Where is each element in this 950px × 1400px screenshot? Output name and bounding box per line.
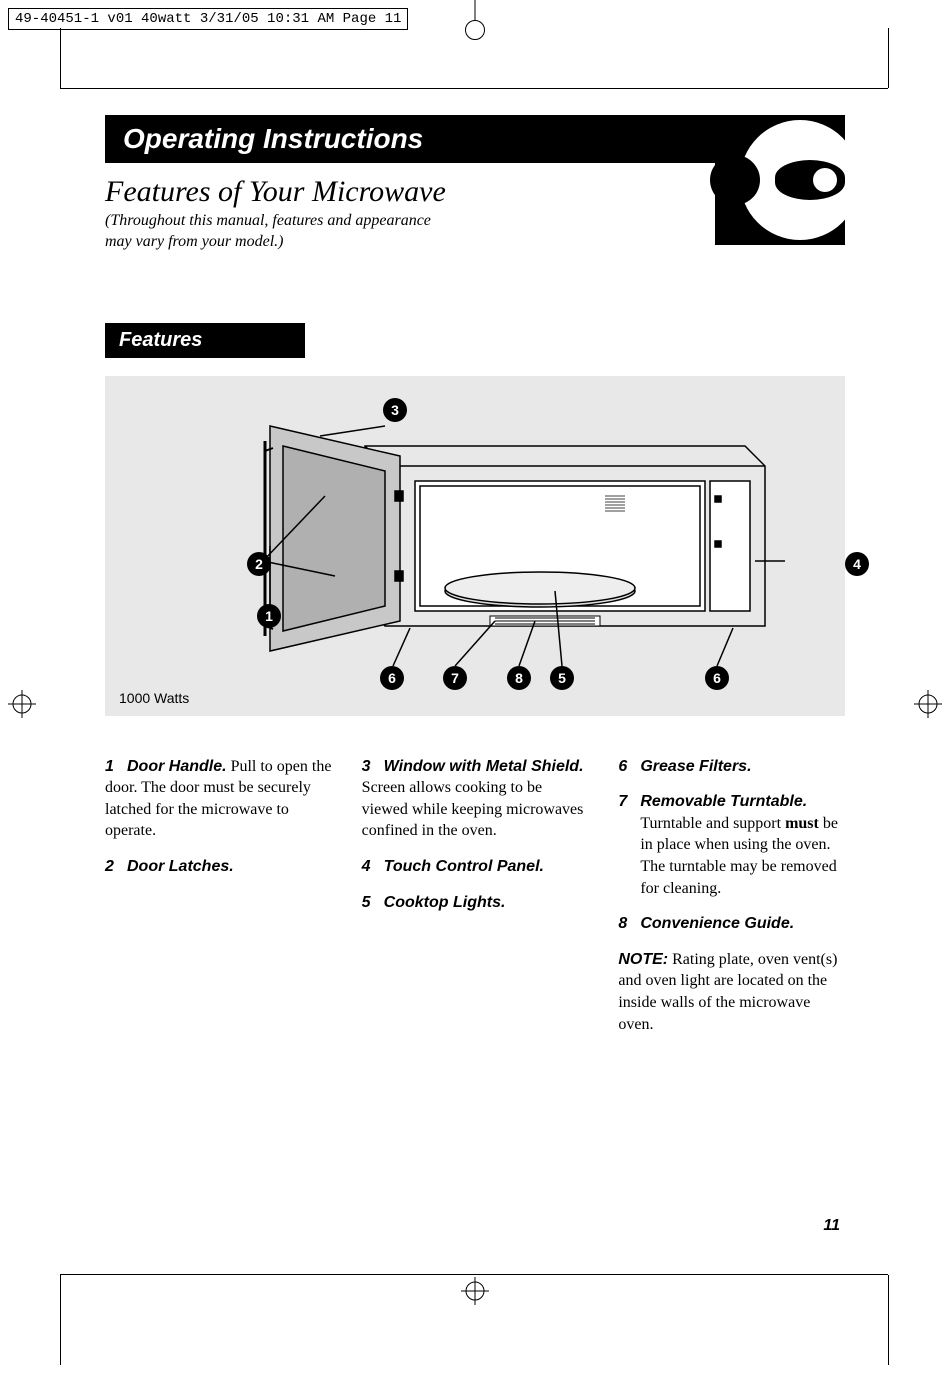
feature-body: Screen allows cooking to be viewed while…: [362, 779, 584, 839]
microwave-illustration: [185, 396, 785, 676]
feature-num: 3: [362, 756, 380, 778]
registration-mark-icon: [8, 690, 36, 718]
column-1: 1 Door Handle. Pull to open the door. Th…: [105, 756, 332, 1050]
feature-columns: 1 Door Handle. Pull to open the door. Th…: [105, 756, 845, 1050]
diagram-callout: 1: [257, 604, 281, 628]
page-number: 11: [823, 1217, 840, 1235]
registration-mark-icon: [914, 690, 942, 718]
diagram-callout: 5: [550, 666, 574, 690]
note-label: NOTE:: [618, 951, 668, 968]
feature-4: 4 Touch Control Panel.: [362, 856, 589, 878]
feature-num: 6: [618, 756, 636, 778]
frame-line: [888, 1275, 889, 1365]
print-header-text: 49-40451-1 v01 40watt 3/31/05 10:31 AM P…: [8, 8, 408, 30]
feature-num: 7: [618, 791, 636, 813]
frame-line: [60, 28, 61, 88]
feature-title: Convenience Guide.: [640, 915, 794, 932]
feature-7: 7 Removable Turntable. Turntable and sup…: [618, 791, 845, 899]
feature-title: Door Handle.: [127, 758, 227, 775]
feature-title: Window with Metal Shield.: [384, 758, 584, 775]
watts-label: 1000 Watts: [119, 690, 189, 706]
feature-title: Touch Control Panel.: [384, 858, 544, 875]
feature-num: 5: [362, 892, 380, 914]
feature-num: 8: [618, 913, 636, 935]
feature-2: 2 Door Latches.: [105, 856, 332, 878]
note: NOTE: Rating plate, oven vent(s) and ove…: [618, 949, 845, 1035]
subtitle-note-line1: (Throughout this manual, features and ap…: [105, 212, 431, 229]
frame-line: [60, 1274, 888, 1275]
microwave-diagram: 1000 Watts 321467856: [105, 376, 845, 716]
subtitle-note-line2: may vary from your model.): [105, 233, 283, 250]
feature-num: 4: [362, 856, 380, 878]
crop-circle: [465, 20, 485, 40]
column-2: 3 Window with Metal Shield. Screen allow…: [362, 756, 589, 1050]
feature-6: 6 Grease Filters.: [618, 756, 845, 778]
frame-line: [60, 88, 888, 89]
subtitle: Features of Your Microwave: [105, 175, 845, 209]
feature-5: 5 Cooktop Lights.: [362, 892, 589, 914]
subtitle-note: (Throughout this manual, features and ap…: [105, 211, 845, 253]
feature-title: Door Latches.: [127, 858, 234, 875]
frame-line: [60, 1275, 61, 1365]
diagram-callout: 3: [383, 398, 407, 422]
feature-title: Removable Turntable.: [640, 793, 807, 810]
page-title-bar: Operating Instructions: [105, 115, 715, 163]
feature-3: 3 Window with Metal Shield. Screen allow…: [362, 756, 589, 842]
feature-title: Grease Filters.: [640, 758, 751, 775]
feature-title: Cooktop Lights.: [384, 894, 506, 911]
feature-body: Turntable and support must be in place w…: [618, 813, 845, 899]
page-content: Operating Instructions Features of Your …: [105, 115, 845, 1049]
frame-line: [888, 28, 889, 88]
diagram-callout: 7: [443, 666, 467, 690]
column-3: 6 Grease Filters. 7 Removable Turntable.…: [618, 756, 845, 1050]
section-heading: Features: [105, 323, 305, 358]
diagram-callout: 4: [845, 552, 869, 576]
feature-1: 1 Door Handle. Pull to open the door. Th…: [105, 756, 332, 842]
feature-num: 1: [105, 756, 123, 778]
page-title: Operating Instructions: [123, 123, 423, 154]
feature-num: 2: [105, 856, 123, 878]
diagram-callout: 8: [507, 666, 531, 690]
diagram-callout: 2: [247, 552, 271, 576]
registration-mark-icon: [461, 1277, 489, 1305]
feature-8: 8 Convenience Guide.: [618, 913, 845, 935]
diagram-callout: 6: [705, 666, 729, 690]
print-header: 49-40451-1 v01 40watt 3/31/05 10:31 AM P…: [8, 8, 408, 30]
diagram-callout: 6: [380, 666, 404, 690]
